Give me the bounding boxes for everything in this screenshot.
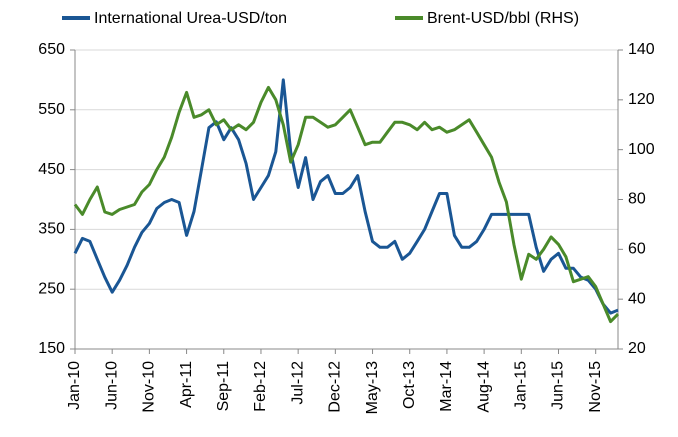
y-tick-label: 550: [38, 101, 65, 118]
x-tick-label: Jun-10: [103, 361, 120, 410]
y-tick-label: 150: [38, 340, 65, 357]
legend-label: International Urea-USD/ton: [94, 10, 287, 27]
y-tick-label: 450: [38, 161, 65, 178]
x-tick-label: Nov-10: [141, 361, 158, 413]
x-tick-label: Dec-12: [327, 361, 344, 413]
y-tick-label: 350: [38, 221, 65, 238]
x-tick-label: Jul-12: [289, 361, 306, 405]
y2-tick-label: 40: [628, 290, 646, 307]
series-line: [73, 78, 619, 315]
x-tick-label: Jan-10: [66, 361, 83, 410]
x-tick-label: Apr-11: [178, 361, 195, 408]
x-tick-label: Sep-11: [215, 361, 232, 412]
x-tick-label: Oct-13: [401, 361, 418, 409]
x-tick-label: Aug-14: [475, 361, 492, 413]
x-tick-label: Jan-15: [513, 361, 530, 410]
y2-tick-label: 80: [628, 191, 646, 208]
legend-label: Brent-USD/bbl (RHS): [427, 10, 579, 27]
x-tick-label: Nov-15: [587, 361, 604, 413]
x-tick-label: May-13: [364, 361, 381, 414]
x-tick-label: Jun-15: [550, 361, 567, 410]
x-tick-label: Feb-12: [252, 361, 269, 412]
series-line: [73, 85, 620, 324]
y-tick-label: 250: [38, 280, 65, 297]
x-tick-label: Mar-14: [438, 361, 455, 412]
y2-tick-label: 140: [628, 41, 655, 58]
y2-tick-label: 120: [628, 91, 655, 108]
y-tick-label: 650: [38, 41, 65, 58]
y2-tick-label: 60: [628, 241, 646, 258]
y2-tick-label: 20: [628, 340, 646, 357]
y2-tick-label: 100: [628, 141, 655, 158]
